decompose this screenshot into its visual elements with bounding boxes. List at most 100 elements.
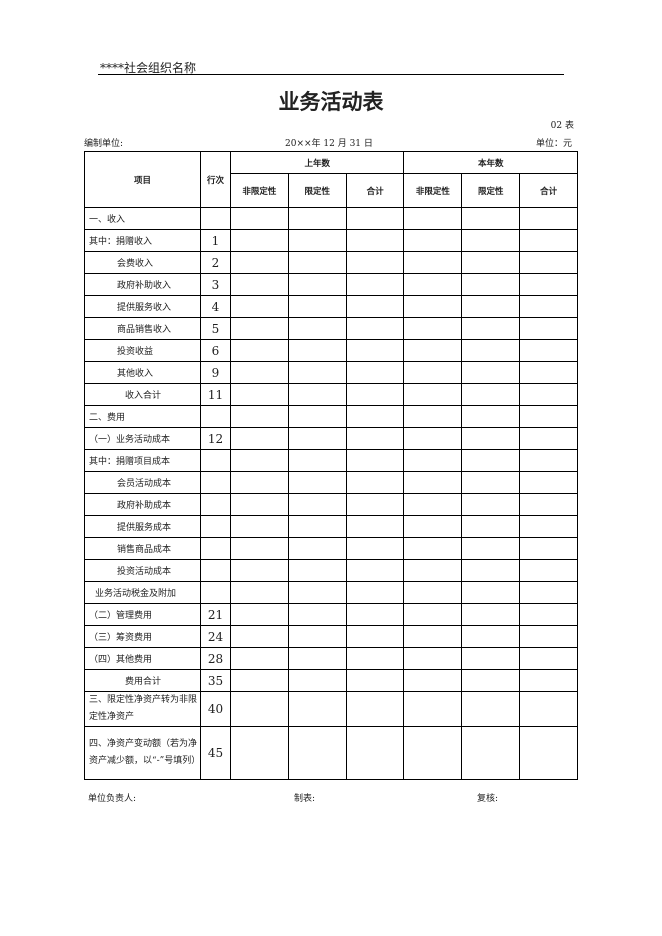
value-cell[interactable] [230, 361, 289, 384]
value-cell[interactable] [519, 493, 578, 516]
value-cell[interactable] [403, 647, 463, 670]
value-cell[interactable] [461, 273, 521, 296]
value-cell[interactable] [287, 581, 347, 604]
value-cell[interactable] [519, 647, 578, 670]
value-cell[interactable] [345, 449, 405, 472]
value-cell[interactable] [519, 691, 578, 727]
value-cell[interactable] [519, 669, 578, 692]
value-cell[interactable] [345, 559, 405, 582]
value-cell[interactable] [403, 669, 463, 692]
value-cell[interactable] [230, 273, 289, 296]
value-cell[interactable] [403, 295, 463, 318]
value-cell[interactable] [519, 317, 578, 340]
value-cell[interactable] [519, 515, 578, 538]
value-cell[interactable] [230, 515, 289, 538]
value-cell[interactable] [519, 537, 578, 560]
value-cell[interactable] [519, 405, 578, 428]
value-cell[interactable] [403, 559, 463, 582]
value-cell[interactable] [287, 449, 347, 472]
value-cell[interactable] [403, 726, 463, 780]
value-cell[interactable] [230, 207, 289, 230]
value-cell[interactable] [403, 317, 463, 340]
value-cell[interactable] [345, 295, 405, 318]
value-cell[interactable] [403, 625, 463, 648]
value-cell[interactable] [345, 339, 405, 362]
value-cell[interactable] [461, 229, 521, 252]
value-cell[interactable] [461, 625, 521, 648]
value-cell[interactable] [287, 625, 347, 648]
value-cell[interactable] [403, 493, 463, 516]
value-cell[interactable] [230, 581, 289, 604]
value-cell[interactable] [461, 471, 521, 494]
value-cell[interactable] [403, 207, 463, 230]
value-cell[interactable] [287, 229, 347, 252]
value-cell[interactable] [287, 691, 347, 727]
value-cell[interactable] [287, 669, 347, 692]
value-cell[interactable] [519, 427, 578, 450]
value-cell[interactable] [287, 361, 347, 384]
value-cell[interactable] [230, 229, 289, 252]
value-cell[interactable] [230, 295, 289, 318]
value-cell[interactable] [519, 339, 578, 362]
value-cell[interactable] [461, 405, 521, 428]
value-cell[interactable] [230, 625, 289, 648]
value-cell[interactable] [461, 449, 521, 472]
value-cell[interactable] [519, 471, 578, 494]
value-cell[interactable] [461, 207, 521, 230]
value-cell[interactable] [345, 726, 405, 780]
value-cell[interactable] [230, 726, 289, 780]
value-cell[interactable] [461, 647, 521, 670]
value-cell[interactable] [403, 515, 463, 538]
value-cell[interactable] [461, 726, 521, 780]
value-cell[interactable] [403, 603, 463, 626]
value-cell[interactable] [345, 251, 405, 274]
value-cell[interactable] [403, 361, 463, 384]
value-cell[interactable] [461, 427, 521, 450]
value-cell[interactable] [230, 669, 289, 692]
value-cell[interactable] [403, 339, 463, 362]
value-cell[interactable] [403, 229, 463, 252]
value-cell[interactable] [230, 317, 289, 340]
value-cell[interactable] [345, 229, 405, 252]
value-cell[interactable] [519, 207, 578, 230]
value-cell[interactable] [345, 537, 405, 560]
value-cell[interactable] [461, 669, 521, 692]
value-cell[interactable] [519, 229, 578, 252]
value-cell[interactable] [345, 471, 405, 494]
value-cell[interactable] [230, 471, 289, 494]
value-cell[interactable] [519, 295, 578, 318]
value-cell[interactable] [519, 383, 578, 406]
value-cell[interactable] [519, 625, 578, 648]
value-cell[interactable] [403, 581, 463, 604]
value-cell[interactable] [287, 207, 347, 230]
value-cell[interactable] [287, 405, 347, 428]
value-cell[interactable] [230, 493, 289, 516]
value-cell[interactable] [230, 427, 289, 450]
value-cell[interactable] [345, 515, 405, 538]
value-cell[interactable] [345, 405, 405, 428]
value-cell[interactable] [519, 559, 578, 582]
value-cell[interactable] [461, 559, 521, 582]
value-cell[interactable] [230, 449, 289, 472]
value-cell[interactable] [287, 339, 347, 362]
value-cell[interactable] [345, 493, 405, 516]
value-cell[interactable] [345, 603, 405, 626]
value-cell[interactable] [287, 273, 347, 296]
value-cell[interactable] [345, 691, 405, 727]
value-cell[interactable] [461, 295, 521, 318]
value-cell[interactable] [230, 339, 289, 362]
value-cell[interactable] [403, 471, 463, 494]
value-cell[interactable] [345, 207, 405, 230]
value-cell[interactable] [230, 691, 289, 727]
value-cell[interactable] [461, 691, 521, 727]
value-cell[interactable] [230, 251, 289, 274]
value-cell[interactable] [461, 581, 521, 604]
value-cell[interactable] [230, 603, 289, 626]
value-cell[interactable] [403, 427, 463, 450]
value-cell[interactable] [230, 559, 289, 582]
value-cell[interactable] [287, 559, 347, 582]
value-cell[interactable] [287, 295, 347, 318]
value-cell[interactable] [461, 493, 521, 516]
value-cell[interactable] [345, 383, 405, 406]
value-cell[interactable] [461, 603, 521, 626]
